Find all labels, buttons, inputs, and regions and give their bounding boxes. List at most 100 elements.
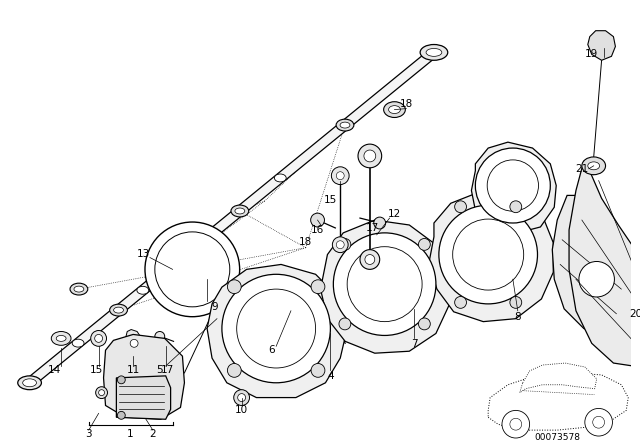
Text: 11: 11 (127, 365, 140, 375)
Circle shape (365, 254, 375, 264)
Circle shape (360, 250, 380, 269)
Circle shape (227, 280, 241, 293)
Polygon shape (26, 48, 437, 387)
Circle shape (311, 280, 325, 293)
Ellipse shape (237, 289, 316, 368)
Circle shape (155, 332, 164, 341)
Text: 18: 18 (299, 237, 312, 247)
Ellipse shape (347, 247, 422, 322)
Ellipse shape (222, 274, 330, 383)
Circle shape (95, 335, 102, 342)
Polygon shape (569, 161, 640, 366)
Ellipse shape (51, 332, 71, 345)
Circle shape (419, 318, 430, 330)
Ellipse shape (588, 162, 600, 170)
Polygon shape (588, 31, 616, 60)
Text: 10: 10 (235, 405, 248, 415)
Ellipse shape (340, 122, 350, 128)
Text: 21: 21 (575, 164, 589, 174)
Circle shape (117, 411, 125, 419)
Ellipse shape (452, 219, 524, 290)
Ellipse shape (582, 157, 605, 175)
Circle shape (227, 363, 241, 377)
Polygon shape (429, 190, 553, 322)
Ellipse shape (56, 336, 66, 341)
Ellipse shape (145, 222, 239, 317)
Circle shape (237, 394, 246, 401)
Ellipse shape (18, 376, 42, 390)
Ellipse shape (114, 307, 124, 313)
Text: 12: 12 (388, 209, 401, 219)
Text: 1: 1 (127, 429, 134, 439)
Ellipse shape (74, 286, 84, 292)
Ellipse shape (476, 148, 550, 223)
Circle shape (510, 418, 522, 430)
Circle shape (339, 318, 351, 330)
Polygon shape (488, 373, 628, 430)
Polygon shape (207, 264, 347, 397)
Ellipse shape (72, 339, 84, 347)
Circle shape (336, 241, 344, 249)
Polygon shape (104, 335, 184, 419)
Circle shape (91, 331, 106, 346)
Polygon shape (321, 220, 449, 353)
Polygon shape (472, 142, 556, 233)
Text: 9: 9 (212, 302, 218, 312)
Circle shape (339, 238, 351, 250)
Ellipse shape (426, 48, 442, 56)
Ellipse shape (231, 205, 249, 217)
Text: 5: 5 (156, 365, 163, 375)
Circle shape (234, 390, 250, 405)
Text: 2: 2 (150, 429, 156, 439)
Text: 00073578: 00073578 (534, 432, 580, 442)
Circle shape (510, 201, 522, 213)
Circle shape (99, 390, 104, 396)
Circle shape (502, 410, 530, 438)
Ellipse shape (487, 160, 538, 211)
Text: 17: 17 (366, 223, 380, 233)
Polygon shape (125, 330, 143, 357)
Circle shape (364, 150, 376, 162)
Text: 13: 13 (136, 249, 150, 258)
Text: 7: 7 (411, 339, 417, 349)
Text: 15: 15 (90, 365, 103, 375)
Circle shape (419, 238, 430, 250)
Ellipse shape (275, 174, 286, 182)
Text: 20: 20 (630, 309, 640, 319)
Circle shape (311, 363, 325, 377)
Text: 19: 19 (585, 49, 598, 60)
Polygon shape (552, 195, 639, 336)
Text: 4: 4 (327, 371, 333, 381)
Circle shape (374, 217, 386, 229)
Text: 14: 14 (47, 365, 61, 375)
Text: 3: 3 (86, 429, 92, 439)
Text: 17: 17 (161, 365, 174, 375)
Circle shape (130, 340, 138, 347)
Ellipse shape (388, 106, 401, 113)
Text: 16: 16 (311, 225, 324, 235)
Ellipse shape (109, 304, 127, 316)
Circle shape (117, 376, 125, 384)
Circle shape (332, 167, 349, 185)
Ellipse shape (205, 230, 218, 238)
Ellipse shape (420, 44, 448, 60)
Ellipse shape (137, 286, 148, 294)
Ellipse shape (339, 121, 351, 129)
Circle shape (454, 297, 467, 308)
Ellipse shape (333, 233, 436, 336)
Polygon shape (116, 376, 171, 419)
Ellipse shape (235, 208, 244, 214)
Ellipse shape (383, 102, 405, 117)
Ellipse shape (70, 283, 88, 295)
Ellipse shape (439, 205, 538, 304)
Circle shape (579, 262, 614, 297)
Circle shape (336, 172, 344, 180)
Text: 18: 18 (400, 99, 413, 109)
Text: 8: 8 (515, 312, 521, 322)
Polygon shape (520, 363, 596, 392)
Circle shape (585, 409, 612, 436)
Circle shape (310, 213, 324, 227)
Circle shape (358, 144, 381, 168)
Circle shape (332, 237, 348, 253)
Circle shape (95, 387, 108, 399)
